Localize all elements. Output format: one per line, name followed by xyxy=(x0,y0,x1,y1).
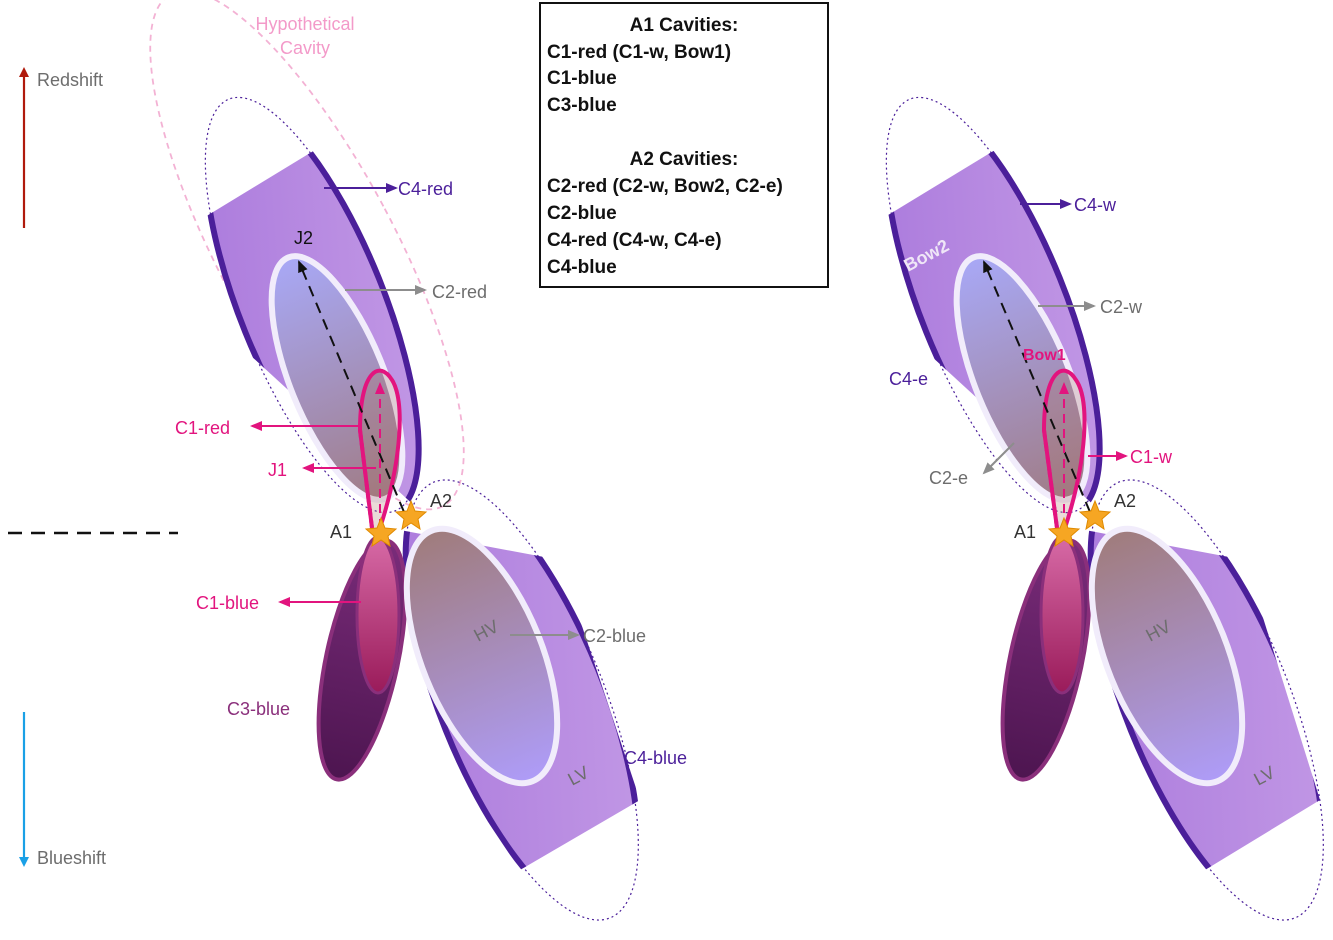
redshift-axis: Redshift xyxy=(19,67,103,228)
hypothetical-label-2: Cavity xyxy=(280,38,330,58)
a1-cavities-title: A1 Cavities: xyxy=(630,15,739,36)
right-a1-label: A1 xyxy=(1014,522,1036,542)
a2-label: A2 xyxy=(430,491,452,511)
a1-item: C1-blue xyxy=(547,68,617,89)
bow1-label: Bow1 xyxy=(1023,347,1066,364)
a2-item: C4-blue xyxy=(547,257,617,278)
j1-label: J1 xyxy=(268,460,287,480)
a2-item: C2-blue xyxy=(547,203,617,224)
c2-w-label: C2-w xyxy=(1100,297,1143,317)
a2-cavities-title: A2 Cavities: xyxy=(630,149,739,170)
j2-label: J2 xyxy=(294,228,313,248)
c2-top-cavity xyxy=(953,253,1091,503)
c2-blue-label: C2-blue xyxy=(583,626,646,646)
a1-star xyxy=(364,516,398,548)
redshift-label: Redshift xyxy=(37,70,103,90)
c4-blue-extent xyxy=(405,479,639,921)
c4-e-label: C4-e xyxy=(889,369,928,389)
right-panel: C4-w Bow2 C2-w Bow1 C4-e C1-w C2-e A1 A2… xyxy=(883,96,1324,921)
c4-blue-label: C4-blue xyxy=(624,748,687,768)
a2-item: C4-red (C4-w, C4-e) xyxy=(547,230,722,251)
left-panel: Hypothetical Cavity C4-red J2 C2-red xyxy=(149,0,687,921)
c2-e-label: C2-e xyxy=(929,468,968,488)
c2-red-label: C2-red xyxy=(432,282,487,302)
a1-item: C1-red (C1-w, Bow1) xyxy=(547,42,731,63)
right-a2-star xyxy=(1078,499,1112,531)
right-j2-jet xyxy=(983,260,1091,513)
a1-label: A1 xyxy=(330,522,352,542)
a2-star xyxy=(394,499,428,531)
blueshift-axis: Blueshift xyxy=(19,712,106,868)
blueshift-label: Blueshift xyxy=(37,848,106,868)
a2-item: C2-red (C2-w, Bow2, C2-e) xyxy=(547,176,783,197)
c1-blue-label: C1-blue xyxy=(196,593,259,613)
c1-red-label: C1-red xyxy=(175,418,230,438)
legend-box: A1 Cavities: C1-red (C1-w, Bow1) C1-blue… xyxy=(539,2,829,288)
hypothetical-label-1: Hypothetical xyxy=(255,14,354,34)
c4-bottom-extent xyxy=(1090,479,1324,921)
c4-w-label: C4-w xyxy=(1074,195,1117,215)
c1-w-label: C1-w xyxy=(1130,447,1173,467)
c1-blue-cavity xyxy=(355,535,401,695)
c3-blue-label: C3-blue xyxy=(227,699,290,719)
a1-item: C3-blue xyxy=(547,95,617,116)
right-a2-label: A2 xyxy=(1114,491,1136,511)
hypothetical-cavity xyxy=(149,0,465,511)
c2-red-cavity xyxy=(268,253,406,503)
c2-blue-cavity xyxy=(403,525,561,787)
c1-bottom-cavity xyxy=(1039,535,1085,695)
right-a1-star xyxy=(1047,516,1081,548)
c2-bottom-cavity xyxy=(1088,525,1246,787)
c4-red-label: C4-red xyxy=(398,179,453,199)
j2-jet xyxy=(298,260,405,513)
